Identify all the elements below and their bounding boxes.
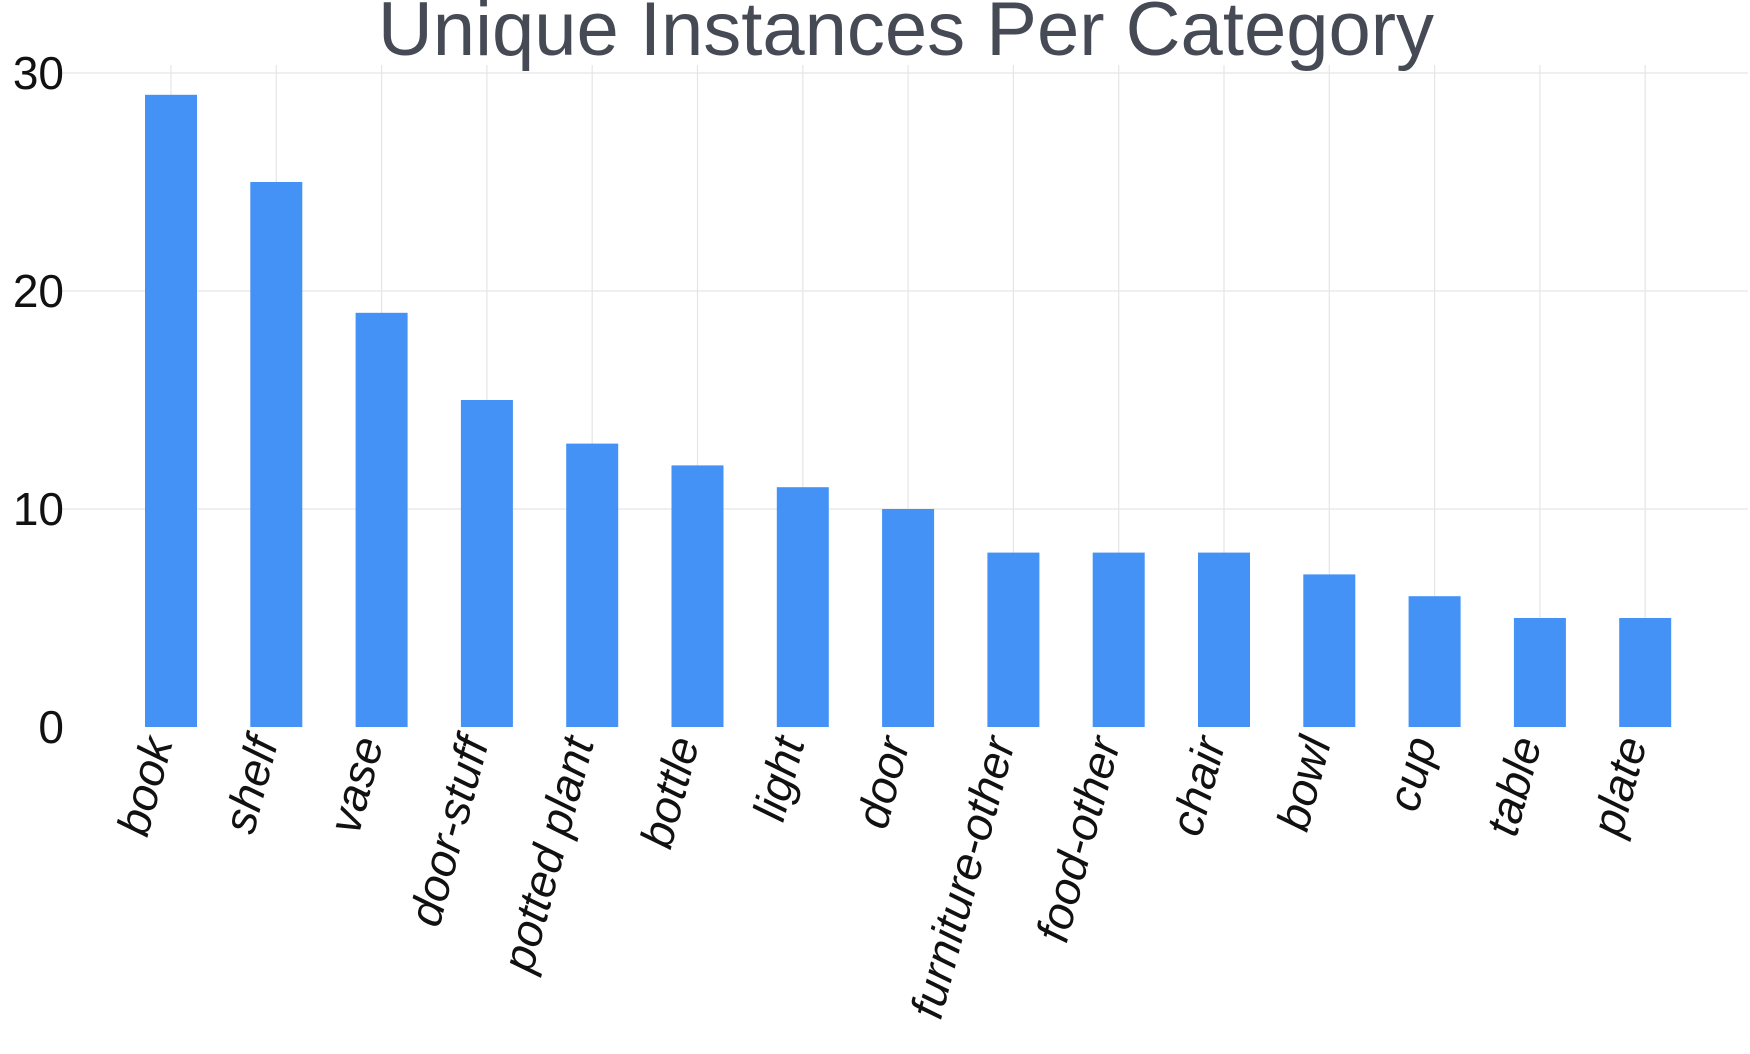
bar-bowl [1303,574,1356,727]
x-tick-label: bottle [630,731,709,853]
x-tick-label: door [846,730,920,834]
x-tick-label: book [107,729,184,841]
bar-shelf [250,182,303,727]
y-tick-label: 20 [13,265,64,317]
bar-furniture-other [987,552,1040,727]
bar-plate [1619,618,1672,727]
bar-potted-plant [566,443,619,727]
x-tick-label: cup [1377,731,1446,816]
bar-door [882,509,935,727]
x-tick-label: furniture-other [900,730,1025,1024]
y-tick-label: 0 [38,701,64,753]
x-tick-label: table [1476,731,1552,841]
bar-food-other [1092,552,1145,727]
y-axis-ticks: 0 10 20 30 [13,47,64,753]
y-tick-label: 10 [13,483,64,535]
x-tick-label: shelf [213,727,289,838]
bar-cup [1408,596,1461,727]
x-tick-label: light [742,729,815,826]
bar-light [776,487,829,727]
y-tick-label: 30 [13,47,64,99]
x-tick-label: food-other [1026,730,1131,948]
x-tick-label: door-stuff [398,727,499,931]
bar-chair [1198,552,1250,727]
bar-door-stuff [460,400,513,727]
x-tick-label: plate [1580,731,1657,843]
bar-table [1513,618,1566,727]
bar-vase [355,312,408,727]
x-tick-label: potted plant [491,729,605,979]
x-tick-label: chair [1160,730,1236,841]
x-tick-label: bowl [1266,729,1341,836]
chart-title: Unique Instances Per Category [378,0,1434,72]
bar-book [145,94,197,728]
bars [145,94,1672,728]
bar-bottle [671,465,724,727]
x-tick-label: vase [318,731,393,838]
